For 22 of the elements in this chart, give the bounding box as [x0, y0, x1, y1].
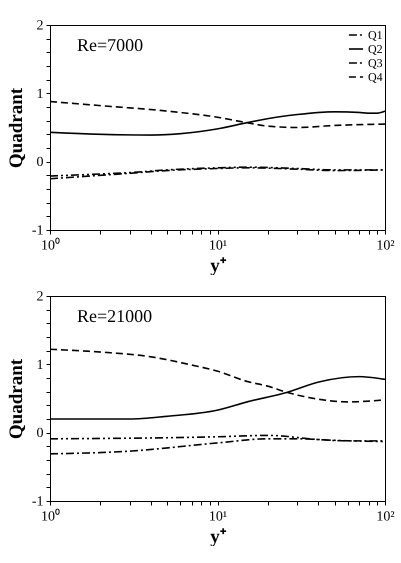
- x-tick-label: 10⁰: [41, 238, 60, 254]
- x-tick-label: 10⁰: [41, 508, 60, 524]
- y-tick-label: 1: [36, 358, 44, 373]
- y-tick-label: 1: [36, 86, 44, 102]
- legend-label: Q2: [368, 42, 383, 56]
- y-tick-label: -1: [32, 494, 44, 510]
- y-tick-label: 2: [36, 18, 44, 34]
- annotation: Re=21000: [77, 306, 152, 326]
- y-tick-label: -1: [32, 224, 44, 238]
- x-tick-label: 10²: [376, 510, 395, 524]
- y-axis-title: Quadrant: [6, 87, 27, 168]
- x-tick-label: 10¹: [208, 510, 228, 524]
- x-tick-label: 10¹: [208, 238, 228, 254]
- y-axis-title: Quadrant: [6, 358, 27, 440]
- legend-label: Q1: [368, 28, 383, 42]
- legend-label: Q4: [368, 70, 383, 84]
- x-tick-label: 10²: [376, 238, 395, 254]
- legend-label: Q3: [368, 56, 383, 70]
- y-tick-label: 0: [36, 426, 44, 442]
- annotation: Re=7000: [77, 35, 144, 55]
- y-tick-label: 0: [36, 155, 44, 170]
- y-tick-label: 2: [36, 290, 44, 304]
